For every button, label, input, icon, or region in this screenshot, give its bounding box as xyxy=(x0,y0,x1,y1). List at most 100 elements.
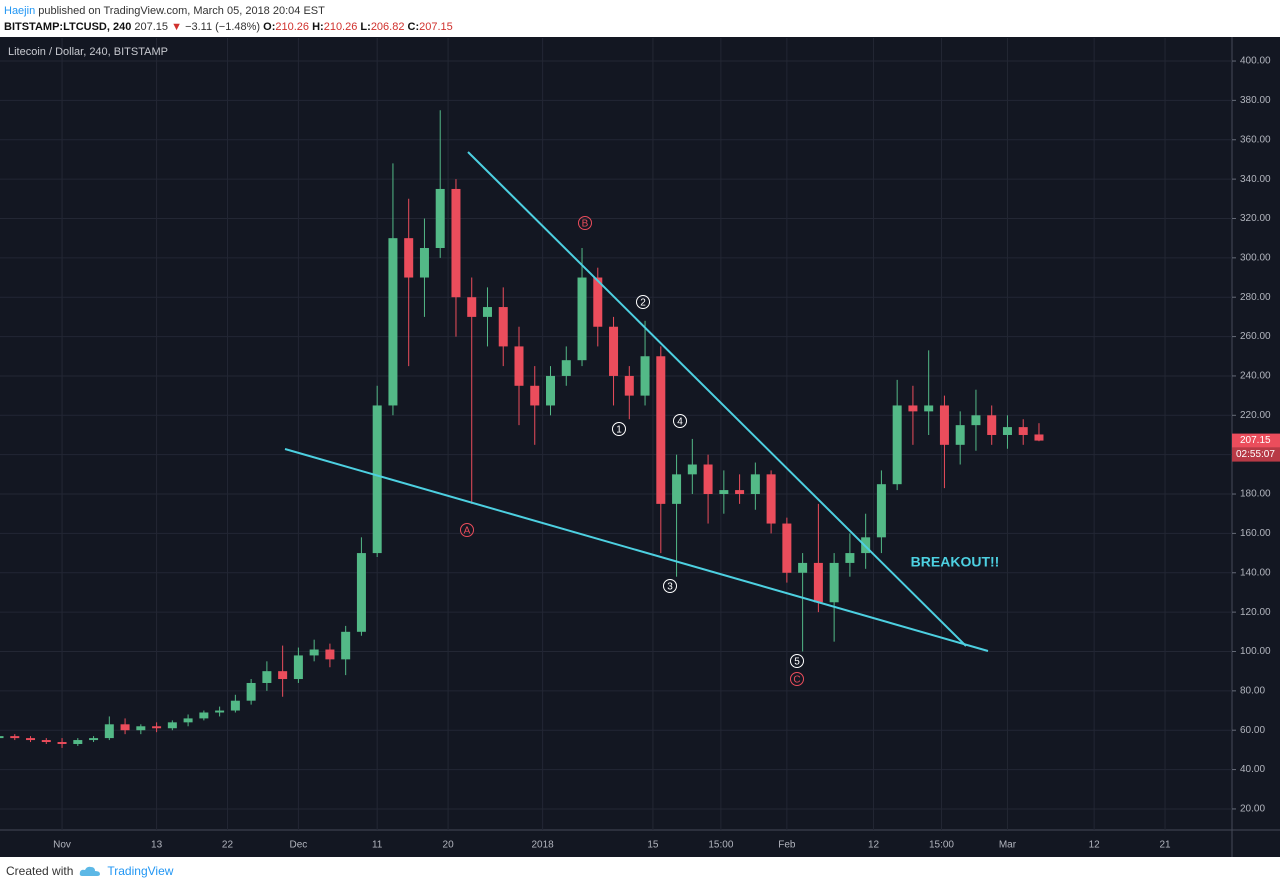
price-tag: 207.15 xyxy=(1240,435,1271,446)
published: published on TradingView.com, March 05, … xyxy=(38,5,325,17)
l-value: 206.82 xyxy=(370,21,405,33)
x-tick-label: 15:00 xyxy=(929,840,954,851)
x-tick-label: 20 xyxy=(443,840,455,851)
created-with: Created with xyxy=(6,864,74,878)
candle-body xyxy=(41,740,51,743)
candle-body xyxy=(924,405,934,412)
candle-body xyxy=(624,375,634,396)
wave-label: 5 xyxy=(794,657,800,668)
candle-body xyxy=(514,346,524,386)
candle-body xyxy=(955,425,965,445)
c-value: 207.15 xyxy=(419,21,453,33)
countdown: 02:55:07 xyxy=(1236,449,1275,460)
x-tick-label: Mar xyxy=(999,840,1017,851)
y-tick-label: 100.00 xyxy=(1240,646,1271,657)
candle-body xyxy=(341,631,351,660)
candle-body xyxy=(577,277,587,361)
y-tick-label: 380.00 xyxy=(1240,95,1271,106)
y-tick-label: 300.00 xyxy=(1240,252,1271,263)
candle-body xyxy=(987,415,997,435)
c-label: C: xyxy=(407,21,420,33)
wave-circle xyxy=(612,422,626,436)
candle-body xyxy=(687,464,697,475)
candle-body xyxy=(609,326,619,376)
y-tick-label: 400.00 xyxy=(1240,56,1271,67)
candle-body xyxy=(703,464,713,495)
candle-body xyxy=(813,562,823,603)
candles xyxy=(0,110,1044,748)
upper-trendline xyxy=(467,151,967,647)
candle-body xyxy=(120,724,130,731)
y-tick-label: 80.00 xyxy=(1240,685,1265,696)
o-value: 210.26 xyxy=(275,21,310,33)
x-tick-label: 12 xyxy=(868,840,880,851)
wave-label: C xyxy=(793,675,800,686)
wave-circle xyxy=(460,523,474,537)
candle-body xyxy=(57,742,67,744)
candle-body xyxy=(246,682,256,701)
wave-circle xyxy=(673,414,687,428)
l-label: L: xyxy=(360,21,371,33)
x-tick-label: 21 xyxy=(1159,840,1171,851)
x-tick-label: 13 xyxy=(151,840,163,851)
chart-title: Litecoin / Dollar, 240, BITSTAMP xyxy=(8,46,168,58)
y-tick-label: 320.00 xyxy=(1240,213,1271,224)
candle-body xyxy=(152,726,162,729)
y-tick-label: 360.00 xyxy=(1240,134,1271,145)
candle-body xyxy=(750,474,760,495)
x-tick-label: 15 xyxy=(647,840,659,851)
y-tick-label: 60.00 xyxy=(1240,725,1265,736)
candle-body xyxy=(325,649,335,660)
x-tick-label: Nov xyxy=(53,840,71,851)
candle-body xyxy=(183,718,193,723)
candle-body xyxy=(404,238,414,278)
x-tick-label: Feb xyxy=(778,840,796,851)
candle-body xyxy=(309,649,319,656)
countdown-box xyxy=(1232,447,1280,462)
y-tick-label: 140.00 xyxy=(1240,567,1271,578)
o-label: O: xyxy=(263,21,276,33)
candle-body xyxy=(593,277,603,327)
y-tick-label: 220.00 xyxy=(1240,410,1271,421)
x-tick-label: 15:00 xyxy=(708,840,733,851)
candle-body xyxy=(735,490,745,495)
candle-body xyxy=(892,405,902,485)
wave-circle xyxy=(636,295,650,309)
y-tick-label: 160.00 xyxy=(1240,528,1271,539)
y-tick-label: 40.00 xyxy=(1240,764,1265,775)
x-tick-label: 2018 xyxy=(532,840,555,851)
candle-body xyxy=(262,671,272,683)
candle-body xyxy=(278,671,288,680)
candle-body xyxy=(498,307,508,347)
x-tick-label: 22 xyxy=(222,840,234,851)
candle-body xyxy=(136,726,146,731)
candle-body xyxy=(530,385,540,406)
author[interactable]: Haejin xyxy=(4,5,36,17)
y-tick-label: 20.00 xyxy=(1240,804,1265,815)
wave-label: 3 xyxy=(667,582,673,593)
wave-label: 2 xyxy=(640,298,646,309)
y-tick-label: 280.00 xyxy=(1240,292,1271,303)
chart: Litecoin / Dollar, 240, BITSTAMP A B 1 2… xyxy=(0,37,1280,857)
candle-body xyxy=(388,238,398,406)
h-value: 210.26 xyxy=(323,21,358,33)
candle-body xyxy=(939,405,949,445)
header: Haejin published on TradingView.com, Mar… xyxy=(4,3,453,35)
candle-body xyxy=(356,553,366,632)
candle-body xyxy=(908,405,918,412)
x-tick-label: 12 xyxy=(1089,840,1101,851)
wave-label: 4 xyxy=(677,417,683,428)
price-tag-box xyxy=(1232,433,1280,448)
publish-line: Haejin published on TradingView.com, Mar… xyxy=(4,3,453,19)
footer: Created with TradingView xyxy=(6,864,173,878)
candle-body xyxy=(546,375,556,406)
brand[interactable]: TradingView xyxy=(107,864,174,878)
wave-circle xyxy=(790,672,804,686)
logo xyxy=(80,866,101,876)
candle-body xyxy=(73,740,83,744)
wave-label: 1 xyxy=(616,425,622,436)
y-tick-label: 240.00 xyxy=(1240,371,1271,382)
symbol: BITSTAMP:LTCUSD, 240 xyxy=(4,21,132,33)
candle-body xyxy=(10,736,20,739)
